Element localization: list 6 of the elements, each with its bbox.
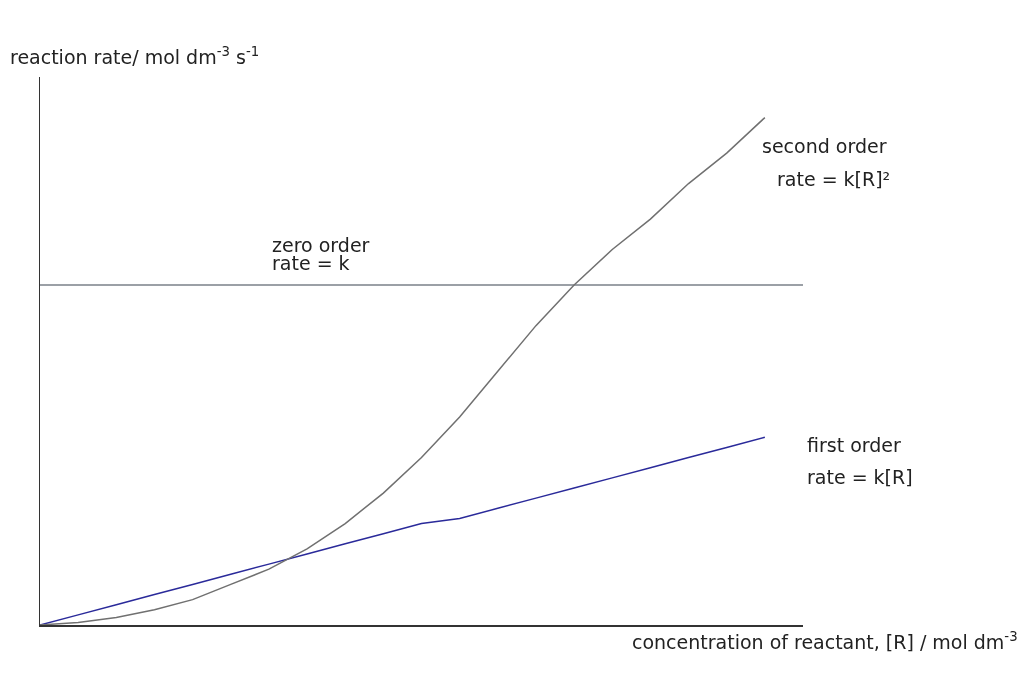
- annotation: rate = k[R]²: [777, 168, 891, 190]
- x-axis-title: concentration of reactant, [R] / mol dm$^{-3}$: [632, 629, 1018, 653]
- text: rate = k[R]: [807, 466, 913, 488]
- y-axis-title: reaction rate/ mol dm$^{-3}$ s$^{-1}$: [10, 44, 260, 68]
- series-label: second order: [762, 135, 887, 157]
- text: first order: [807, 434, 902, 456]
